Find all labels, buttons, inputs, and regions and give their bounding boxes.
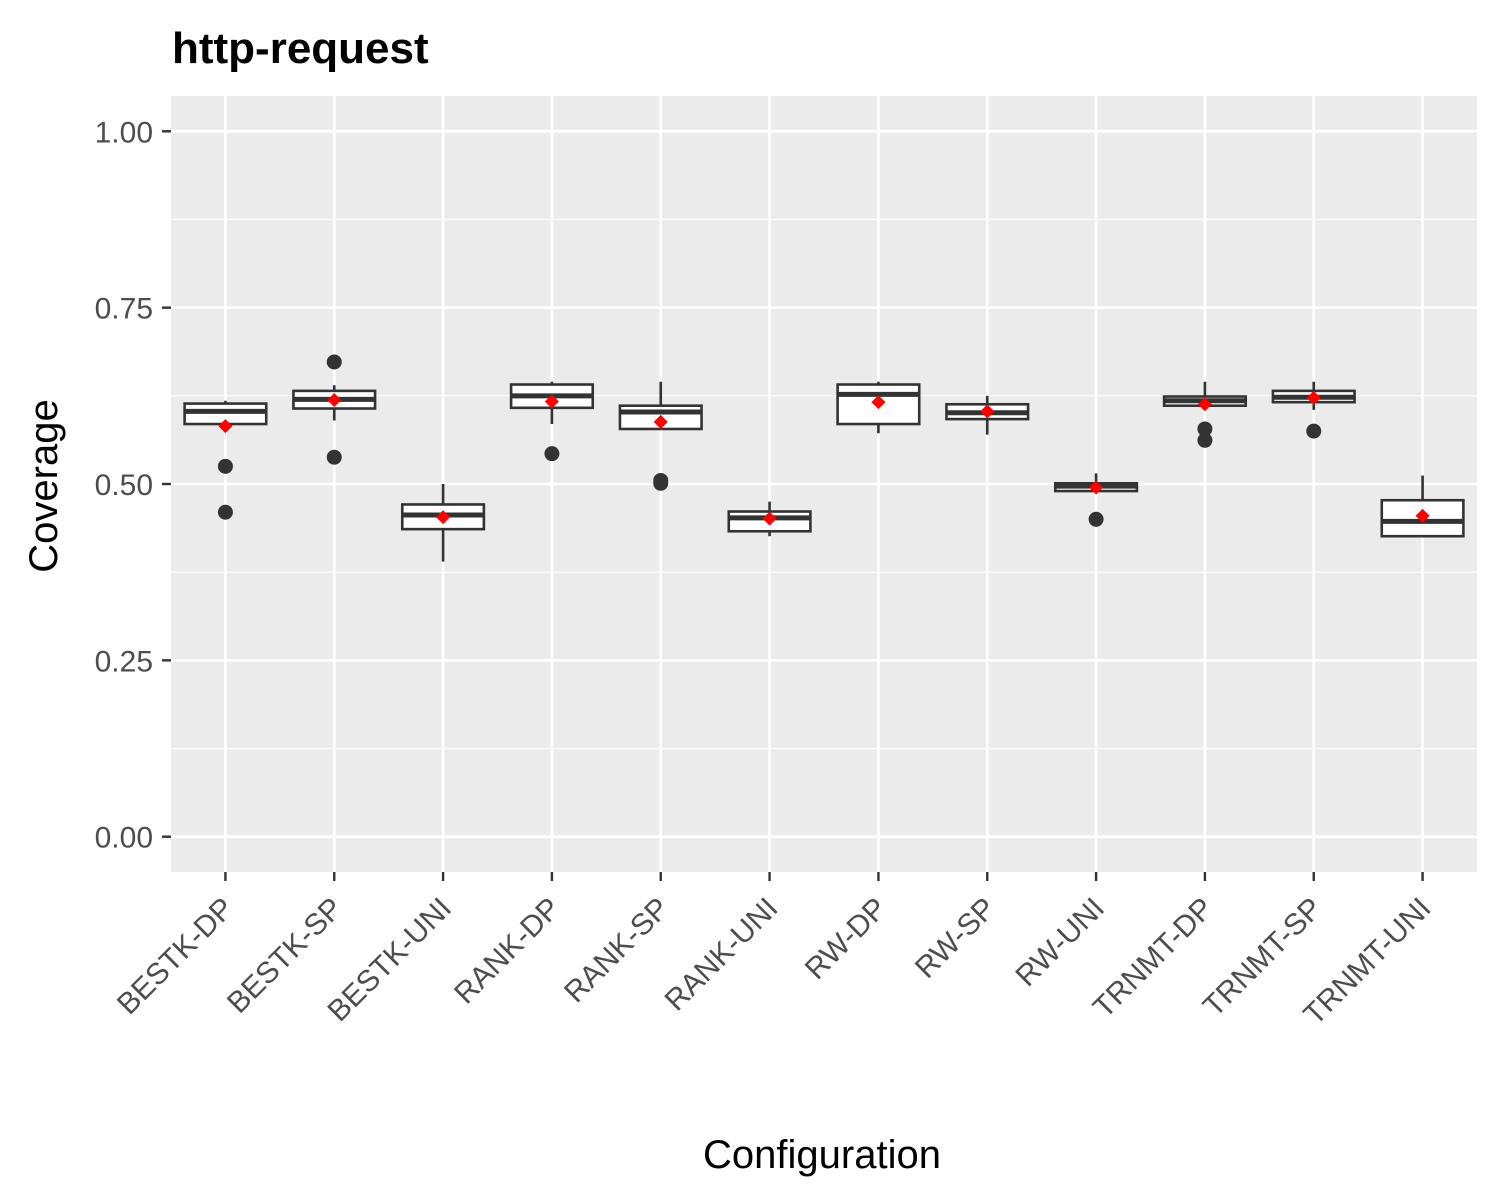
- box-rw-uni: [1053, 473, 1139, 527]
- box-iqr: [836, 383, 921, 426]
- chart-title: http-request: [172, 24, 429, 73]
- x-tick-label: RANK-DP: [448, 892, 567, 1011]
- x-tick-label: RW-DP: [799, 892, 893, 986]
- y-tick-label: 0.50: [95, 469, 153, 502]
- y-tick-label: 0.25: [95, 645, 153, 678]
- outlier-point: [544, 446, 560, 462]
- outlier-point: [326, 449, 342, 465]
- x-axis-title: Configuration: [703, 1133, 941, 1177]
- box-rank-uni: [727, 501, 812, 537]
- y-tick-label: 0.75: [95, 293, 153, 326]
- x-tick-label: RANK-UNI: [659, 892, 785, 1018]
- box-bestk-sp: [292, 354, 377, 465]
- mean-marker: [544, 394, 559, 409]
- mean-marker: [980, 404, 995, 419]
- box-trnmt-uni: [1380, 475, 1465, 538]
- mean-marker: [1415, 508, 1430, 523]
- mean-marker: [871, 395, 886, 410]
- outlier-point: [326, 354, 342, 370]
- y-tick-label: 0.00: [95, 822, 153, 855]
- y-tick-label: 1.00: [95, 116, 153, 149]
- grid-lines: [171, 96, 1477, 872]
- mean-marker: [1089, 480, 1104, 495]
- box-rw-dp: [836, 381, 921, 434]
- x-axis: BESTK-DPBESTK-SPBESTK-UNIRANK-DPRANK-SPR…: [111, 872, 1438, 1032]
- box-trnmt-sp: [1271, 381, 1356, 439]
- box-bestk-uni: [400, 484, 486, 562]
- outlier-point: [217, 504, 233, 520]
- outlier-point: [1306, 423, 1322, 439]
- outlier-point: [1197, 432, 1213, 448]
- outlier-point: [1088, 511, 1104, 527]
- outlier-point: [217, 458, 233, 474]
- mean-marker: [762, 511, 777, 526]
- box-rank-dp: [509, 381, 595, 462]
- box-series: [183, 354, 1465, 562]
- x-tick-label: RANK-SP: [558, 892, 676, 1010]
- mean-marker: [436, 510, 451, 525]
- box-rw-sp: [945, 395, 1030, 435]
- outlier-point: [1197, 421, 1213, 437]
- mean-marker: [218, 419, 233, 434]
- y-axis-title: Coverage: [22, 399, 66, 572]
- y-axis: 0.00 0.25 0.50 0.75 1.00: [95, 116, 171, 855]
- mean-marker: [1197, 397, 1212, 412]
- x-tick-label: BESTK-DP: [111, 892, 240, 1021]
- mean-marker: [653, 414, 668, 429]
- x-tick-label: RW-UNI: [1010, 892, 1112, 994]
- mean-marker: [327, 393, 342, 408]
- mean-marker: [1306, 390, 1321, 405]
- box-bestk-dp: [183, 400, 268, 520]
- x-tick-label: RW-SP: [909, 892, 1002, 985]
- box-trnmt-dp: [1162, 381, 1248, 448]
- outlier-point: [653, 475, 669, 491]
- box-rank-sp: [618, 381, 703, 491]
